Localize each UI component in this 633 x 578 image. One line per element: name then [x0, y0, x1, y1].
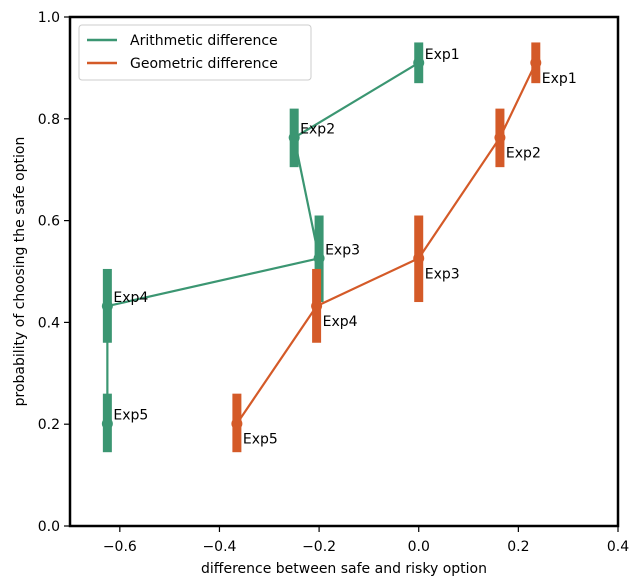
legend-entry: Geometric difference	[130, 56, 278, 72]
point-label: Exp4	[323, 314, 358, 330]
point-label: Exp3	[325, 242, 360, 258]
data-point	[101, 300, 113, 312]
x-tick-label: −0.6	[103, 539, 137, 555]
y-tick-label: 0.8	[38, 112, 60, 128]
point-label: Exp2	[300, 122, 335, 138]
y-tick-label: 0.4	[38, 315, 60, 331]
x-axis-label: difference between safe and risky option	[201, 561, 487, 577]
series-1: Exp1 Exp2 Exp3 Exp4 Exp5	[101, 42, 460, 453]
point-label: Exp3	[425, 266, 460, 282]
legend-box	[78, 24, 312, 81]
data-point	[311, 300, 323, 312]
legend: Arithmetic difference Geometric differenc…	[78, 24, 312, 81]
y-tick-label: 1.0	[38, 10, 60, 26]
point-label: Exp1	[542, 71, 577, 87]
point-label: Exp2	[506, 146, 541, 162]
y-tick-label: 0.2	[38, 417, 60, 433]
y-axis-label: probability of choosing the safe option	[12, 137, 28, 407]
point-label: Exp5	[113, 408, 148, 424]
data-point	[288, 132, 300, 144]
data-point	[231, 418, 243, 430]
legend-entry: Arithmetic difference	[130, 33, 278, 49]
x-tick-label: −0.2	[302, 539, 336, 555]
data-point	[413, 57, 425, 69]
x-tick-label: 0.2	[507, 539, 529, 555]
x-tick-label: −0.4	[202, 539, 236, 555]
plot-area: Exp1 Exp2 Exp3 Exp4 Exp5 Exp1 Exp2 Exp3 Exp4 Exp5	[101, 42, 577, 453]
data-point	[413, 252, 425, 264]
axes-frame	[68, 15, 620, 528]
data-point	[530, 57, 542, 69]
axis-ticks: −0.6 −0.4 −0.2 0.0 0.2 0.4 0.0 0.2 0.4 0.6 0.8 1.0	[38, 10, 629, 555]
y-tick-label: 0.6	[38, 214, 60, 230]
y-tick-label: 0.0	[38, 519, 60, 535]
x-tick-label: 0.4	[607, 539, 629, 555]
point-label: Exp5	[243, 432, 278, 448]
data-point	[101, 418, 113, 430]
point-label: Exp4	[113, 290, 148, 306]
series-2: Exp1 Exp2 Exp3 Exp4 Exp5	[231, 42, 577, 453]
data-point	[313, 252, 325, 264]
data-point	[494, 132, 506, 144]
x-tick-label: 0.0	[408, 539, 430, 555]
point-label: Exp1	[425, 47, 460, 63]
